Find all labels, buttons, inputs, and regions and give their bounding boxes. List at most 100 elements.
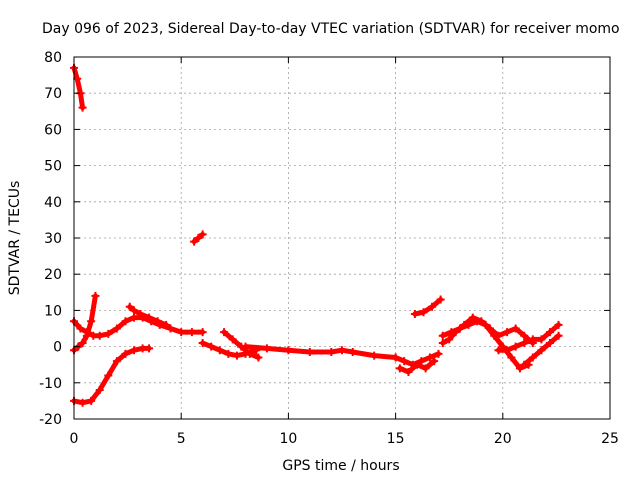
data-point (224, 349, 233, 358)
data-point (348, 348, 357, 357)
y-tick-label: 30 (44, 231, 62, 247)
data-point (228, 335, 237, 344)
data-point (528, 335, 537, 344)
data-point (445, 335, 454, 344)
data-point (503, 346, 512, 355)
data-point (413, 360, 422, 369)
data-point (434, 349, 443, 358)
tick-label-layer: -20 -10 0 10 20 30 40 50 60 70 80 0 5 10 15 20 25 (39, 50, 619, 447)
data-point (537, 346, 546, 355)
x-tick-label: 5 (177, 431, 186, 447)
data-point (78, 398, 87, 407)
data-point (545, 328, 554, 337)
data-point (421, 364, 430, 373)
data-point (104, 329, 113, 338)
series-arc4 (71, 345, 152, 406)
x-tick-label: 10 (279, 431, 297, 447)
data-point (520, 331, 529, 340)
data-point (87, 396, 96, 405)
data-point (112, 324, 121, 333)
data-point (187, 328, 196, 337)
data-point (428, 302, 437, 311)
data-point (511, 324, 520, 333)
data-point (419, 308, 428, 317)
data-point (430, 357, 439, 366)
data-point (198, 230, 207, 239)
data-point (520, 360, 529, 369)
data-point (520, 338, 529, 347)
series-arc1 (71, 65, 86, 111)
data-point (232, 351, 241, 360)
data-point (537, 335, 546, 344)
data-point (241, 342, 250, 351)
data-point (503, 328, 512, 337)
data-point (438, 338, 447, 347)
data-point (425, 353, 434, 362)
data-point (460, 320, 469, 329)
series-arc12 (412, 297, 444, 317)
data-point (554, 320, 563, 329)
y-tick-label: 40 (44, 195, 62, 211)
y-tick-label: 10 (44, 303, 62, 319)
data-point (436, 295, 445, 304)
data-point (494, 346, 503, 355)
data-point (220, 328, 229, 337)
y-tick-label: -20 (39, 412, 62, 428)
x-tick-label: 0 (70, 431, 79, 447)
data-point (136, 310, 145, 319)
data-point (76, 324, 85, 333)
data-point (145, 344, 154, 353)
data-point (130, 306, 139, 315)
data-point (78, 103, 87, 112)
data-point (327, 348, 336, 357)
data-point (262, 344, 271, 353)
x-tick-label: 20 (494, 431, 512, 447)
data-point (87, 317, 96, 326)
data-point (395, 364, 404, 373)
data-point (391, 353, 400, 362)
data-point (112, 357, 121, 366)
series-arc14 (440, 315, 536, 346)
data-point (121, 317, 130, 326)
data-point (125, 302, 134, 311)
x-axis-label: GPS time / hours (282, 458, 399, 474)
data-point (78, 338, 87, 347)
data-point (153, 317, 162, 326)
data-point (400, 357, 409, 366)
data-point (468, 313, 477, 322)
x-tick-label: 15 (387, 431, 405, 447)
x-tick-label: 25 (601, 431, 619, 447)
data-point (338, 346, 346, 355)
data-point (95, 331, 104, 340)
plot-frame (73, 56, 611, 420)
y-tick-label: 0 (53, 340, 62, 356)
data-point (515, 364, 524, 373)
data-point (104, 371, 113, 380)
y-tick-label: 50 (44, 159, 62, 175)
data-point (477, 317, 486, 326)
data-point (95, 386, 104, 395)
y-tick-label: 60 (44, 122, 62, 138)
series-arc2 (71, 315, 206, 339)
y-tick-label: 80 (44, 50, 62, 66)
series-layer (70, 63, 563, 407)
data-point (404, 367, 413, 376)
data-point (130, 346, 139, 355)
y-tick-label: 20 (44, 267, 62, 283)
data-point (507, 353, 516, 362)
axis-layer (73, 56, 611, 420)
data-point (130, 313, 139, 322)
data-point (554, 331, 563, 340)
data-point (284, 346, 293, 355)
data-point (121, 349, 130, 358)
data-point (254, 353, 263, 362)
data-point (73, 74, 82, 83)
data-point (194, 234, 203, 242)
data-point (417, 357, 426, 366)
data-point (91, 291, 100, 300)
data-point (215, 346, 224, 355)
data-point (528, 353, 537, 362)
data-point (485, 324, 494, 333)
data-point (305, 348, 314, 357)
